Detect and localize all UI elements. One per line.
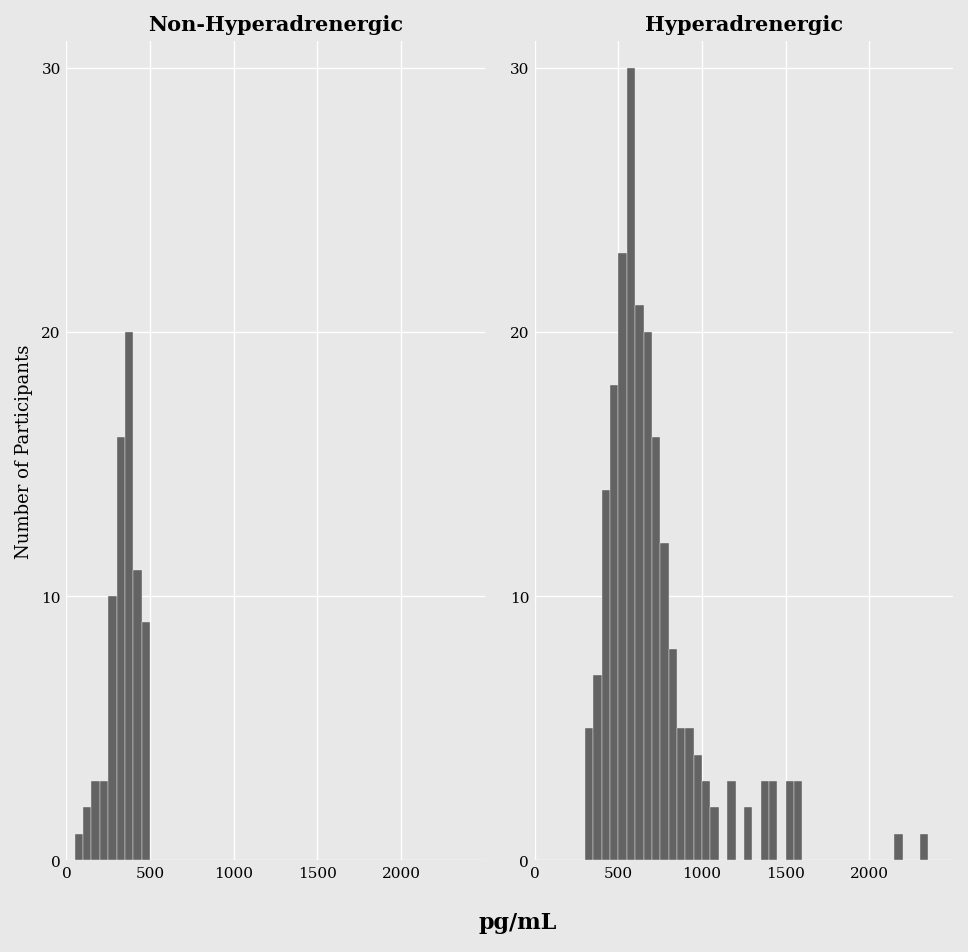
Bar: [794, 782, 802, 861]
Bar: [92, 782, 100, 861]
Title: Hyperadrenergic: Hyperadrenergic: [645, 15, 843, 35]
Bar: [920, 834, 928, 861]
Bar: [743, 807, 752, 861]
Bar: [134, 570, 141, 861]
Bar: [644, 332, 651, 861]
Bar: [125, 332, 134, 861]
Bar: [761, 782, 769, 861]
Y-axis label: Number of Participants: Number of Participants: [15, 344, 33, 558]
Bar: [711, 807, 719, 861]
Bar: [651, 438, 660, 861]
Bar: [894, 834, 903, 861]
Title: Non-Hyperadrenergic: Non-Hyperadrenergic: [148, 15, 403, 35]
Bar: [619, 253, 627, 861]
Bar: [677, 728, 685, 861]
Bar: [727, 782, 736, 861]
Bar: [100, 782, 108, 861]
Bar: [116, 438, 125, 861]
Bar: [585, 728, 593, 861]
Bar: [627, 69, 635, 861]
Bar: [769, 782, 777, 861]
Bar: [694, 755, 702, 861]
Bar: [660, 544, 669, 861]
Bar: [83, 807, 92, 861]
Bar: [75, 834, 83, 861]
Bar: [685, 728, 694, 861]
Bar: [702, 782, 711, 861]
Bar: [786, 782, 794, 861]
Bar: [602, 491, 610, 861]
Bar: [669, 649, 677, 861]
Bar: [593, 676, 602, 861]
Bar: [108, 596, 116, 861]
Text: pg/mL: pg/mL: [479, 911, 557, 933]
Bar: [141, 623, 150, 861]
Bar: [635, 306, 644, 861]
Bar: [610, 386, 619, 861]
